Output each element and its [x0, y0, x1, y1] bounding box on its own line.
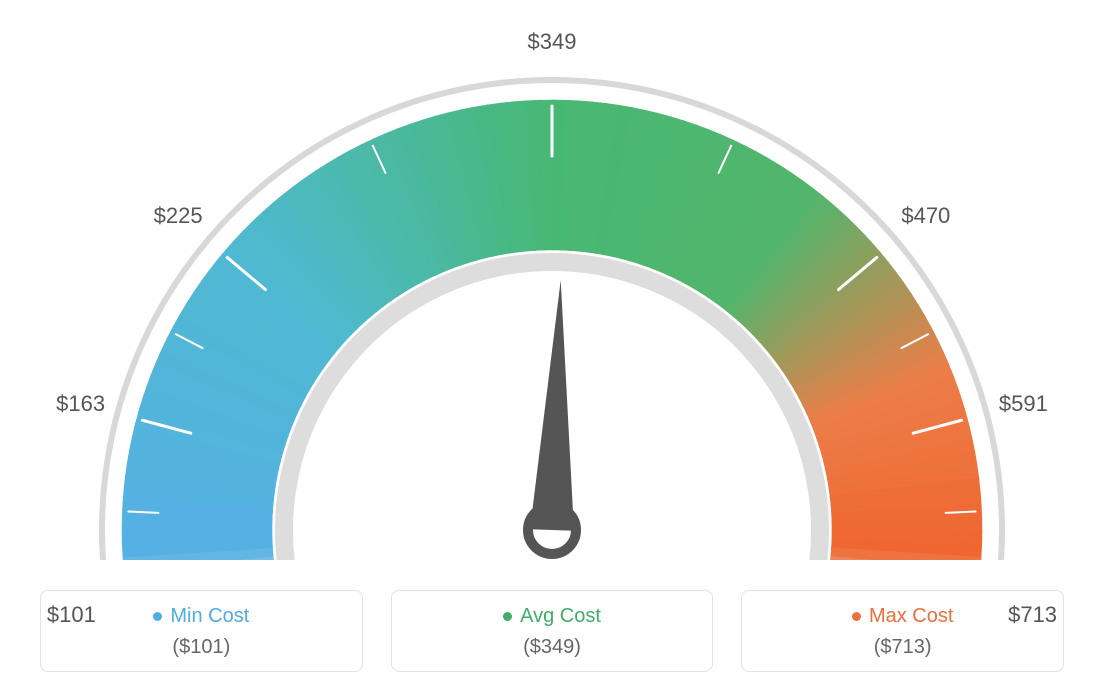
legend-label-avg: Avg Cost — [520, 605, 601, 628]
legend-dot-avg — [503, 612, 512, 621]
gauge-tick-label: $349 — [528, 29, 577, 55]
legend-value-max: ($713) — [752, 636, 1053, 659]
legend-dot-min — [153, 612, 162, 621]
legend-card-avg: Avg Cost ($349) — [391, 590, 714, 672]
legend-row: Min Cost ($101) Avg Cost ($349) Max Cost… — [0, 590, 1104, 672]
legend-card-min: Min Cost ($101) — [40, 590, 363, 672]
cost-gauge: $101$163$225$349$470$591$713 — [0, 0, 1104, 560]
gauge-tick-label: $225 — [154, 203, 203, 229]
legend-title-max: Max Cost — [852, 605, 953, 628]
legend-title-min: Min Cost — [153, 605, 249, 628]
gauge-svg — [0, 0, 1104, 560]
legend-label-min: Min Cost — [170, 605, 249, 628]
gauge-tick-label: $163 — [56, 391, 105, 417]
legend-title-avg: Avg Cost — [503, 605, 601, 628]
legend-label-max: Max Cost — [869, 605, 953, 628]
gauge-tick-label: $591 — [999, 391, 1048, 417]
legend-dot-max — [852, 612, 861, 621]
legend-card-max: Max Cost ($713) — [741, 590, 1064, 672]
legend-value-min: ($101) — [51, 636, 352, 659]
gauge-tick-label: $470 — [901, 203, 950, 229]
legend-value-avg: ($349) — [402, 636, 703, 659]
